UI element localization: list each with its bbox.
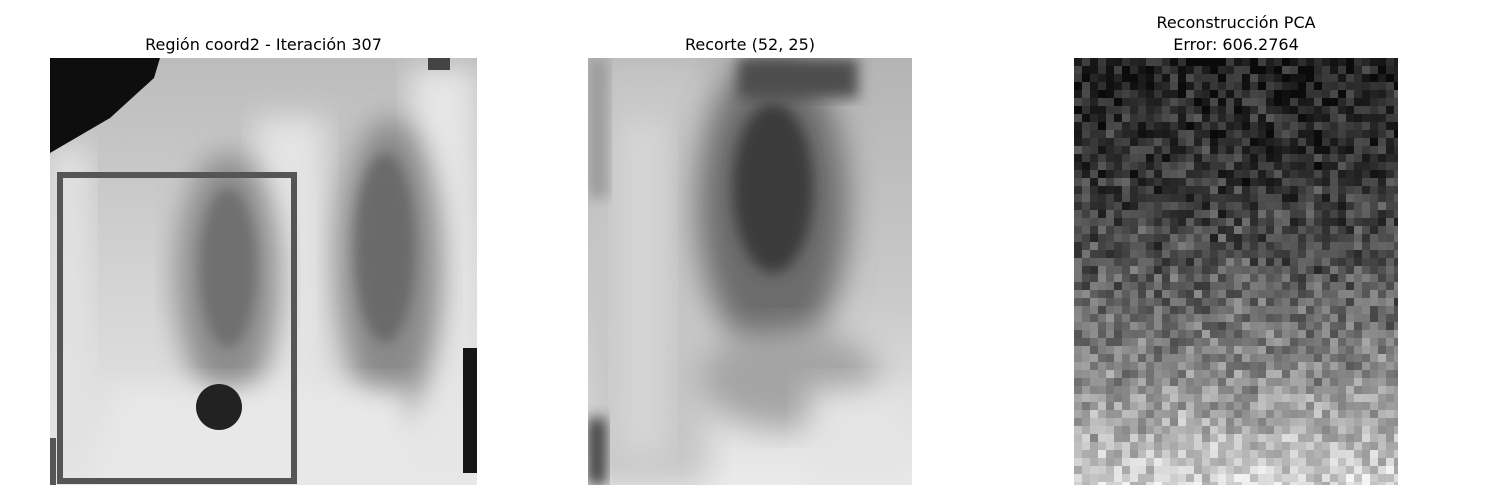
pca-image xyxy=(1074,58,1398,485)
pca-title-line2: Error: 606.2764 xyxy=(1173,35,1299,54)
crop-title: Recorte (52, 25) xyxy=(685,35,815,54)
region-title: Región coord2 - Iteración 307 xyxy=(145,35,382,54)
marker-dot xyxy=(196,384,242,430)
pca-title-line1: Reconstrucción PCA xyxy=(1156,13,1316,32)
xray-crop-svg xyxy=(588,58,912,485)
region-image xyxy=(50,58,477,485)
pca-noise-svg xyxy=(1074,58,1398,485)
crop-image xyxy=(588,58,912,485)
bounding-box xyxy=(57,172,297,484)
xray-region-svg xyxy=(50,58,477,485)
